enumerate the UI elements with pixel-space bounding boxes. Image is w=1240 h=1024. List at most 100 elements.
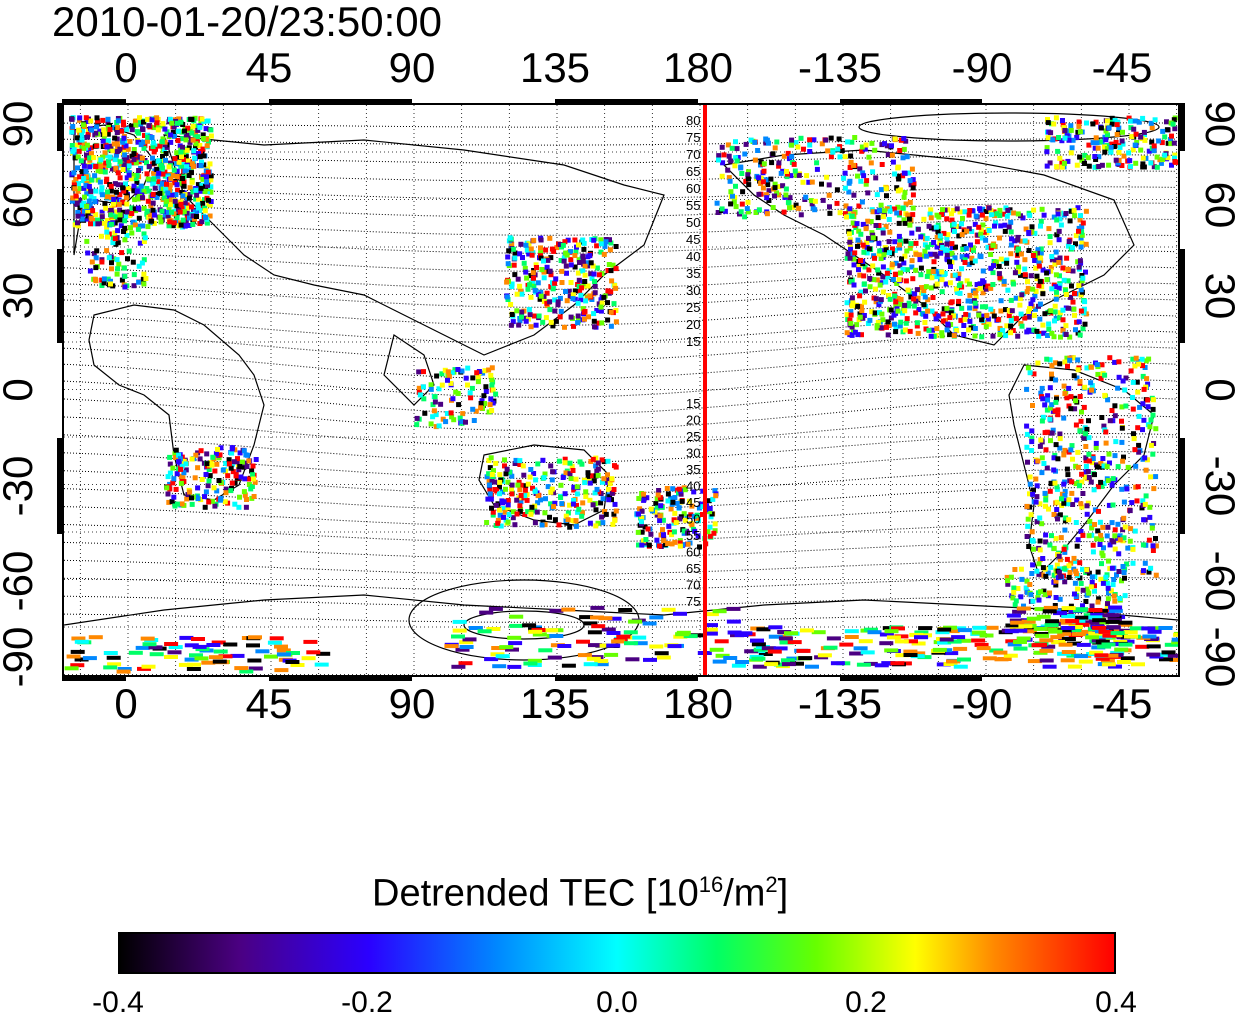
contour-label: 65 bbox=[686, 164, 700, 179]
tec-point bbox=[1054, 217, 1060, 223]
tec-point bbox=[990, 270, 996, 276]
tec-point bbox=[1031, 546, 1036, 552]
tec-point bbox=[1072, 591, 1077, 597]
tec-point bbox=[986, 321, 992, 327]
tec-point bbox=[826, 182, 832, 188]
tec-point bbox=[1008, 297, 1014, 303]
tec-point bbox=[175, 210, 180, 216]
tec-point bbox=[1034, 519, 1040, 525]
tec-point bbox=[739, 171, 745, 176]
tec-point bbox=[107, 127, 113, 133]
tec-point bbox=[980, 268, 986, 274]
tec-point bbox=[1071, 207, 1077, 213]
tec-point bbox=[776, 160, 782, 166]
tec-point bbox=[966, 212, 972, 218]
tec-point bbox=[190, 123, 196, 129]
tec-point bbox=[1087, 518, 1093, 524]
tec-point bbox=[974, 239, 980, 245]
tec-point bbox=[544, 290, 550, 296]
tec-point bbox=[73, 193, 79, 199]
tec-point bbox=[894, 634, 909, 639]
tec-point bbox=[150, 144, 156, 149]
tec-point bbox=[1031, 312, 1037, 318]
tec-point bbox=[805, 664, 819, 669]
frame-scale-bar bbox=[1180, 438, 1185, 534]
tec-point bbox=[1117, 537, 1123, 543]
tec-point bbox=[439, 371, 445, 377]
tec-point bbox=[667, 644, 682, 649]
tec-point bbox=[1112, 403, 1118, 409]
tec-point bbox=[836, 136, 842, 142]
tec-point bbox=[992, 223, 997, 229]
tec-point bbox=[766, 188, 772, 194]
tec-point bbox=[197, 188, 203, 194]
tec-point bbox=[189, 161, 195, 167]
tec-point bbox=[605, 317, 611, 323]
tec-point bbox=[428, 382, 434, 388]
tec-point bbox=[598, 241, 604, 247]
tec-point bbox=[980, 222, 986, 228]
tec-point bbox=[672, 495, 678, 500]
tec-point bbox=[1090, 612, 1105, 617]
tec-point bbox=[530, 278, 536, 284]
tec-point bbox=[733, 155, 739, 161]
tec-point bbox=[1092, 145, 1098, 151]
tec-point bbox=[879, 641, 894, 646]
tec-point bbox=[1034, 607, 1049, 612]
tec-point bbox=[168, 132, 174, 138]
tec-point bbox=[939, 212, 945, 217]
tec-point bbox=[972, 300, 978, 306]
tec-point bbox=[844, 300, 850, 306]
tec-point bbox=[489, 365, 495, 371]
tec-point bbox=[811, 137, 817, 143]
tec-point bbox=[585, 474, 591, 480]
tec-point bbox=[694, 512, 700, 518]
tec-point bbox=[1066, 305, 1071, 311]
tec-point bbox=[552, 297, 558, 303]
tec-point bbox=[1002, 228, 1008, 234]
tec-point bbox=[88, 221, 93, 227]
tec-point bbox=[1118, 642, 1133, 647]
tec-point bbox=[1027, 212, 1033, 218]
tec-point bbox=[590, 456, 596, 462]
tec-point bbox=[1130, 147, 1136, 153]
tec-point bbox=[151, 212, 157, 218]
tec-point bbox=[1075, 586, 1081, 592]
tec-point bbox=[548, 319, 554, 325]
tec-point bbox=[590, 473, 595, 479]
tec-point bbox=[173, 192, 179, 198]
tec-point bbox=[807, 149, 813, 154]
tec-point bbox=[1089, 383, 1095, 389]
tec-point bbox=[1065, 501, 1071, 507]
tec-point bbox=[1042, 311, 1048, 317]
tec-point bbox=[780, 658, 795, 663]
tec-point bbox=[1099, 415, 1105, 420]
tec-point bbox=[1083, 444, 1089, 449]
tec-point bbox=[1060, 265, 1066, 271]
tec-point bbox=[654, 537, 660, 543]
tec-point bbox=[114, 271, 120, 277]
tec-point bbox=[1022, 315, 1028, 321]
tec-point bbox=[172, 133, 177, 139]
tec-point bbox=[98, 233, 104, 239]
tec-point bbox=[573, 523, 579, 529]
tec-point bbox=[200, 174, 206, 180]
tec-point bbox=[93, 130, 99, 136]
tec-point bbox=[883, 247, 889, 253]
tec-point bbox=[582, 263, 588, 269]
tec-point bbox=[131, 188, 137, 194]
tec-point bbox=[893, 260, 899, 266]
tec-point bbox=[180, 176, 185, 181]
tec-point bbox=[938, 250, 944, 256]
tec-point bbox=[206, 499, 212, 505]
tec-point bbox=[1162, 152, 1168, 158]
tec-point bbox=[654, 496, 660, 502]
tec-point bbox=[583, 621, 598, 626]
tec-point bbox=[1152, 117, 1158, 123]
tec-point bbox=[936, 313, 942, 319]
tec-point bbox=[868, 219, 874, 224]
tec-point bbox=[958, 317, 964, 323]
tec-point bbox=[1104, 464, 1110, 470]
tec-point bbox=[893, 303, 899, 309]
tec-point bbox=[169, 192, 175, 198]
